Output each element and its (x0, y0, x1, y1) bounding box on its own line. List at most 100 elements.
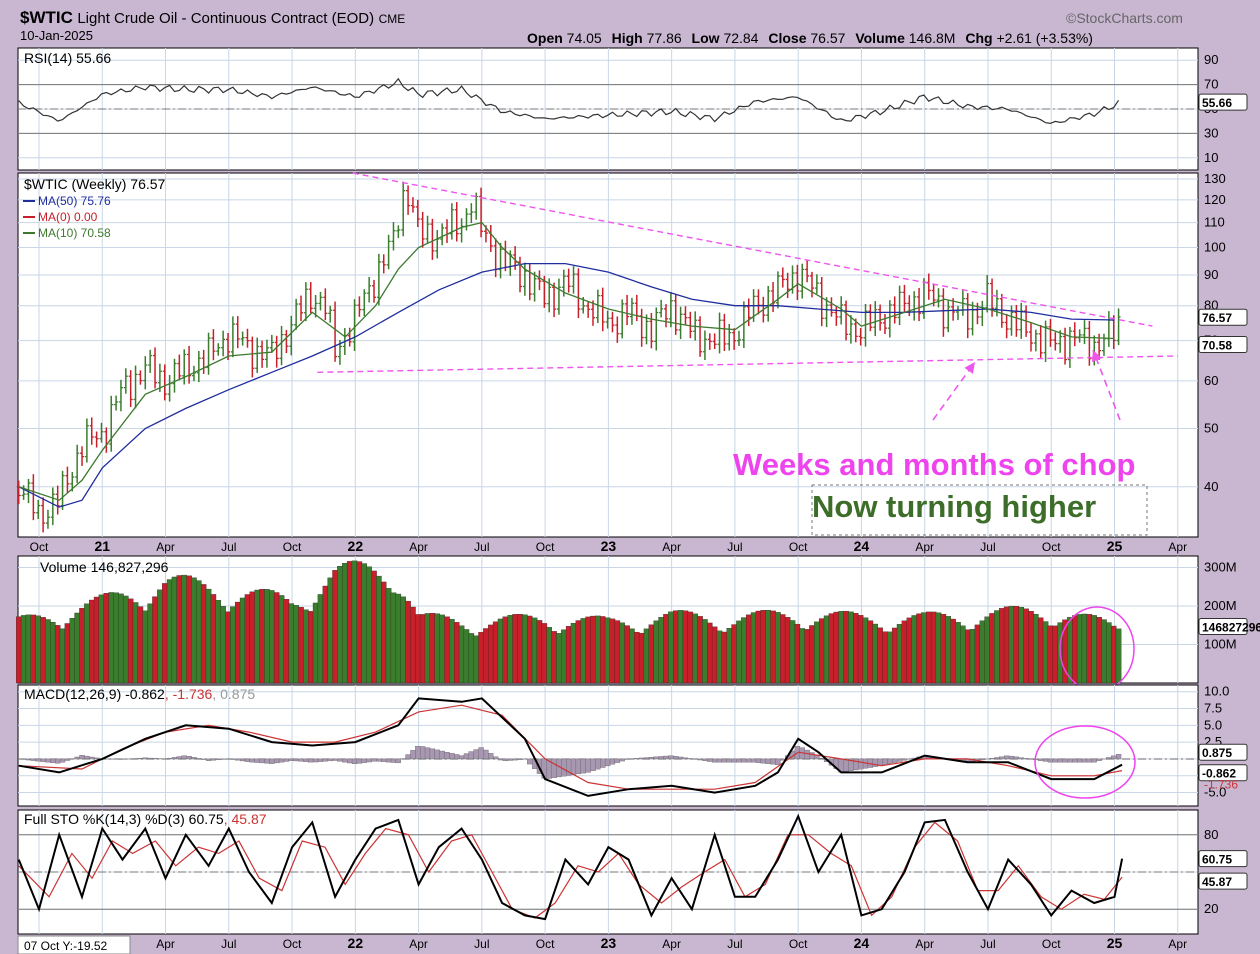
volume-bar (1072, 615, 1078, 684)
macd-histogram-bar (493, 756, 499, 760)
macd-histogram-bar (697, 758, 703, 761)
macd-hist-last-value: 0.875 (1202, 746, 1232, 760)
macd-histogram-bar (1067, 758, 1073, 763)
macd-histogram-bar (1018, 757, 1024, 760)
volume-bar (541, 623, 548, 684)
macd-histogram-bar (604, 758, 611, 767)
volume-bar (434, 613, 441, 684)
price-legend: $WTIC (Weekly) 76.57 (24, 176, 166, 192)
sto-d-line (18, 821, 1123, 919)
volume-legend: Volume 146,827,296 (40, 559, 169, 575)
x-tick-label: 21 (94, 538, 110, 554)
sto-k-last-value: 60.75 (1202, 853, 1232, 867)
volume-bar (40, 617, 46, 684)
volume-bar (1023, 608, 1029, 684)
volume-bar (473, 635, 479, 684)
macd-histogram-bar (746, 758, 752, 763)
macd-histogram-bar (1106, 757, 1112, 760)
macd-histogram-bar (1072, 758, 1078, 763)
ma10-line (18, 221, 1115, 501)
volume-bar (225, 611, 231, 684)
y-tick-label: 7.5 (1204, 701, 1222, 716)
volume-bar (887, 631, 893, 684)
macd-histogram-bar (244, 758, 251, 762)
macd-histogram-bar (575, 758, 582, 775)
volume-bar (497, 618, 504, 684)
volume-bar (30, 614, 37, 684)
macd-histogram-bar (205, 758, 212, 761)
macd-histogram-bar (45, 758, 51, 763)
macd-last-value: -0.862 (1202, 767, 1236, 781)
volume-bar (1067, 617, 1073, 684)
macd-histogram-bar (259, 758, 265, 764)
macd-histogram-bar (30, 758, 37, 761)
macd-histogram-bar (639, 757, 645, 760)
volume-bar (385, 588, 392, 684)
volume-bar (317, 594, 324, 684)
volume-bar (974, 624, 981, 684)
macd-histogram-bar (707, 758, 713, 762)
volume-bar (45, 619, 51, 684)
volume-bar (1008, 605, 1015, 684)
macd-histogram-bar (235, 758, 241, 761)
volume-bar (634, 631, 640, 684)
macd-histogram-bar (497, 758, 504, 761)
macd-histogram-bar (424, 747, 431, 760)
macd-histogram-bar (118, 758, 124, 760)
volume-bar (50, 622, 56, 684)
y-tick-label: 10 (1204, 150, 1218, 165)
macd-histogram-bar (381, 758, 387, 762)
volume-bar (478, 632, 484, 684)
volume-bar (804, 629, 810, 684)
volume-bar (624, 625, 630, 684)
y-tick-label: 10.0 (1204, 684, 1229, 699)
macd-histogram-bar (366, 758, 372, 763)
macd-histogram-bar (483, 749, 489, 760)
volume-bar (337, 566, 343, 684)
macd-histogram-bar (682, 757, 689, 760)
volume-bar (390, 592, 397, 684)
volume-bar (342, 563, 348, 684)
x-tick-label: Oct (536, 540, 555, 554)
volume-bar (585, 616, 591, 684)
macd-histogram-bar (512, 758, 518, 761)
volume-bar (799, 628, 806, 684)
volume-bar (429, 613, 436, 684)
volume-bar (580, 618, 587, 684)
macd-histogram-bar (677, 756, 684, 760)
macd-histogram-bar (726, 758, 732, 763)
x-tick-label: Oct (789, 540, 808, 554)
volume-bar (35, 615, 41, 684)
volume-bar (848, 611, 854, 684)
macd-last-value-box (1198, 764, 1248, 782)
sto-d-last-value-box (1198, 872, 1248, 890)
macd-histogram-bar (347, 758, 353, 764)
macd-histogram-bar (619, 758, 625, 762)
macd-histogram-bar (488, 753, 494, 760)
macd-histogram-bar (420, 746, 426, 760)
macd-histogram-bar (673, 756, 679, 760)
x-tick-label-bottom: Jul (727, 937, 742, 951)
volume-bar (814, 621, 820, 684)
volume-bar (327, 577, 333, 684)
volume-bar (278, 595, 285, 684)
rsi-last-value-box (1198, 93, 1248, 111)
volume-bar (371, 570, 377, 684)
macd-histogram-bar (50, 758, 56, 763)
volume-bar (964, 629, 971, 684)
macd-histogram-bar (230, 758, 236, 760)
x-tick-label-bottom: Jul (980, 937, 995, 951)
macd-histogram-bar (1086, 758, 1093, 763)
macd-histogram-bar (473, 749, 479, 760)
macd-histogram-bar (55, 758, 61, 764)
y-tick-label: 80 (1204, 827, 1218, 842)
macd-histogram-bar (458, 755, 465, 760)
x-tick-label: Apr (662, 540, 681, 554)
macd-histogram-bar (249, 758, 255, 763)
macd-histogram-bar (580, 758, 586, 774)
volume-bar (595, 615, 601, 684)
x-tick-label: Oct (1042, 540, 1061, 554)
macd-histogram-bar (142, 757, 148, 760)
x-tick-label-bottom: Oct (789, 937, 808, 951)
y-tick-label: 5.0 (1204, 717, 1222, 732)
